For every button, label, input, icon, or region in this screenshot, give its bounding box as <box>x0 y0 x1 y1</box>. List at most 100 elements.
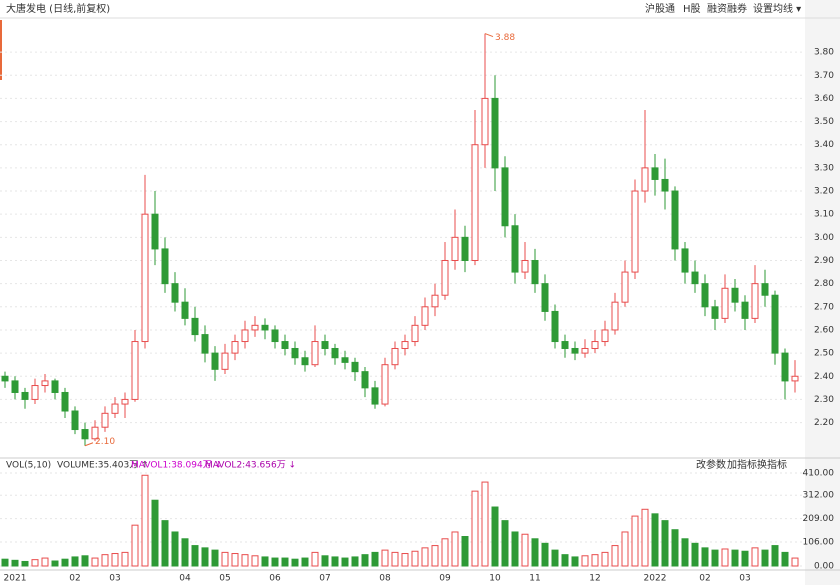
candle-body <box>221 352 229 370</box>
volume-bar <box>131 524 139 567</box>
volume-bar <box>671 529 679 567</box>
candle-body <box>481 97 489 146</box>
indicator-name: VOL(5,10) <box>6 461 51 471</box>
volume-bar <box>371 551 379 567</box>
volume-bar <box>61 558 69 567</box>
candle-body <box>131 341 139 400</box>
volume-bar <box>241 554 249 567</box>
volume-bar <box>341 557 349 567</box>
y-tick-label: 3.80 <box>814 48 834 58</box>
candle-body <box>261 324 269 331</box>
candle-body <box>521 259 529 273</box>
y-tick-label: 3.00 <box>814 233 834 243</box>
candle-body <box>611 301 619 331</box>
candle-body <box>391 347 399 366</box>
volume-bar <box>311 551 319 567</box>
volume-bar <box>791 557 799 567</box>
candle-body <box>241 329 249 343</box>
candle-body <box>161 248 169 285</box>
candle-body <box>581 347 589 354</box>
volume-bar <box>651 513 659 567</box>
candle-body <box>331 347 339 359</box>
x-tick-label: 04 <box>179 574 191 584</box>
candle-body <box>151 213 159 250</box>
candle-body <box>401 341 409 349</box>
button[interactable]: 加指标 <box>727 458 757 471</box>
volume-bar <box>571 556 579 567</box>
x-tick-label: 05 <box>219 574 230 584</box>
tab[interactable]: 沪股通 <box>645 2 675 15</box>
candle-body <box>51 380 59 393</box>
candle-body <box>451 236 459 261</box>
tab[interactable]: 设置均线 ▾ <box>753 2 801 15</box>
candle-body <box>201 334 209 354</box>
candle-body <box>251 324 259 331</box>
y-tick-label: 312.00 <box>803 491 835 501</box>
volume-bar <box>251 555 259 567</box>
volume-bar <box>711 549 719 567</box>
volume-bar <box>641 508 649 567</box>
y-tick-label: 3.70 <box>814 71 834 81</box>
volume-bar <box>301 557 309 567</box>
volume-bar <box>411 550 419 567</box>
y-tick-label: 3.40 <box>814 140 834 150</box>
annotation-arrow <box>484 33 494 38</box>
candle-body <box>181 301 189 319</box>
candle-body <box>601 329 609 343</box>
candle-body <box>791 375 799 382</box>
candle-body <box>541 283 549 312</box>
button[interactable]: 改参数 <box>696 458 726 471</box>
candle-body <box>561 341 569 349</box>
candle-body <box>1 375 9 382</box>
title: 大唐发电 (日线,前复权) <box>6 2 110 15</box>
annotation: 3.88 <box>495 33 515 43</box>
candle-body <box>31 385 39 400</box>
volume-bar <box>391 551 399 567</box>
candle-body <box>691 271 699 285</box>
volume-bar <box>611 545 619 567</box>
volume-bar <box>551 549 559 567</box>
candle-body <box>511 225 519 273</box>
volume-bar <box>701 547 709 567</box>
volume-bar <box>631 515 639 567</box>
volume-bar <box>351 556 359 567</box>
candle-body <box>301 357 309 366</box>
volume-bar <box>511 531 519 567</box>
volume-bar <box>1 558 9 567</box>
y-tick-label: 2.80 <box>814 279 834 289</box>
candle-body <box>681 248 689 273</box>
candle-body <box>721 287 729 319</box>
candle-body <box>361 371 369 389</box>
volume-bar <box>451 531 459 567</box>
candle-body <box>411 324 419 343</box>
volume-bar <box>31 559 39 567</box>
candle-body <box>121 398 129 405</box>
candle-body <box>621 271 629 303</box>
volume-bar <box>681 538 689 567</box>
y-tick-label: 2.50 <box>814 349 834 359</box>
volume-bar <box>721 548 729 567</box>
y-tick-label: 2.70 <box>814 302 834 312</box>
button[interactable]: 换指标 <box>757 458 787 471</box>
x-tick-label: 2022 <box>644 574 667 584</box>
candle-body <box>591 341 599 349</box>
x-tick-label: 12 <box>589 574 600 584</box>
candle-body <box>191 317 199 336</box>
x-tick-label: 03 <box>109 574 120 584</box>
tab[interactable]: 融资融券 <box>707 2 747 15</box>
volume-bar <box>11 559 19 567</box>
candle-body <box>741 301 749 319</box>
indicator-value: MAVOL2:43.656万 ↓ <box>205 461 296 471</box>
volume-bar <box>591 554 599 567</box>
y-tick-label: 2.30 <box>814 395 834 405</box>
candle-body <box>491 97 499 169</box>
x-tick-label: 06 <box>269 574 281 584</box>
candle-body <box>321 341 329 349</box>
tab[interactable]: H股 <box>683 3 701 15</box>
volume-bar <box>431 545 439 567</box>
candle-body <box>281 341 289 349</box>
y-tick-label: 3.10 <box>814 210 834 220</box>
candle-body <box>271 329 279 343</box>
